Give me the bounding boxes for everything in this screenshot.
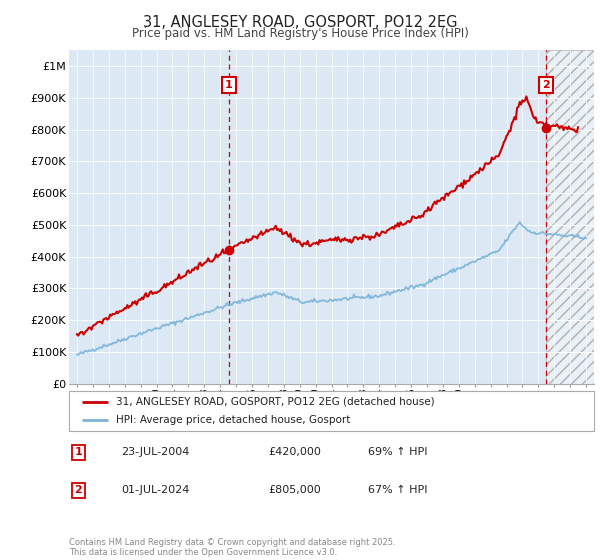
Text: Contains HM Land Registry data © Crown copyright and database right 2025.
This d: Contains HM Land Registry data © Crown c… [69, 538, 395, 557]
Text: 67% ↑ HPI: 67% ↑ HPI [368, 486, 428, 495]
Text: £805,000: £805,000 [269, 486, 321, 495]
Text: Price paid vs. HM Land Registry's House Price Index (HPI): Price paid vs. HM Land Registry's House … [131, 27, 469, 40]
Text: £420,000: £420,000 [269, 447, 322, 458]
Text: 1: 1 [74, 447, 82, 458]
Text: 1: 1 [225, 80, 233, 90]
Text: 31, ANGLESEY ROAD, GOSPORT, PO12 2EG: 31, ANGLESEY ROAD, GOSPORT, PO12 2EG [143, 15, 457, 30]
Bar [546, 50, 594, 384]
Text: 69% ↑ HPI: 69% ↑ HPI [368, 447, 428, 458]
Text: HPI: Average price, detached house, Gosport: HPI: Average price, detached house, Gosp… [116, 416, 350, 425]
FancyBboxPatch shape [69, 391, 594, 431]
Bar [546, 50, 594, 384]
Text: 2: 2 [542, 80, 550, 90]
Text: 2: 2 [74, 486, 82, 495]
Text: 01-JUL-2024: 01-JUL-2024 [121, 486, 190, 495]
Text: 31, ANGLESEY ROAD, GOSPORT, PO12 2EG (detached house): 31, ANGLESEY ROAD, GOSPORT, PO12 2EG (de… [116, 397, 435, 407]
Text: 23-JUL-2004: 23-JUL-2004 [121, 447, 190, 458]
